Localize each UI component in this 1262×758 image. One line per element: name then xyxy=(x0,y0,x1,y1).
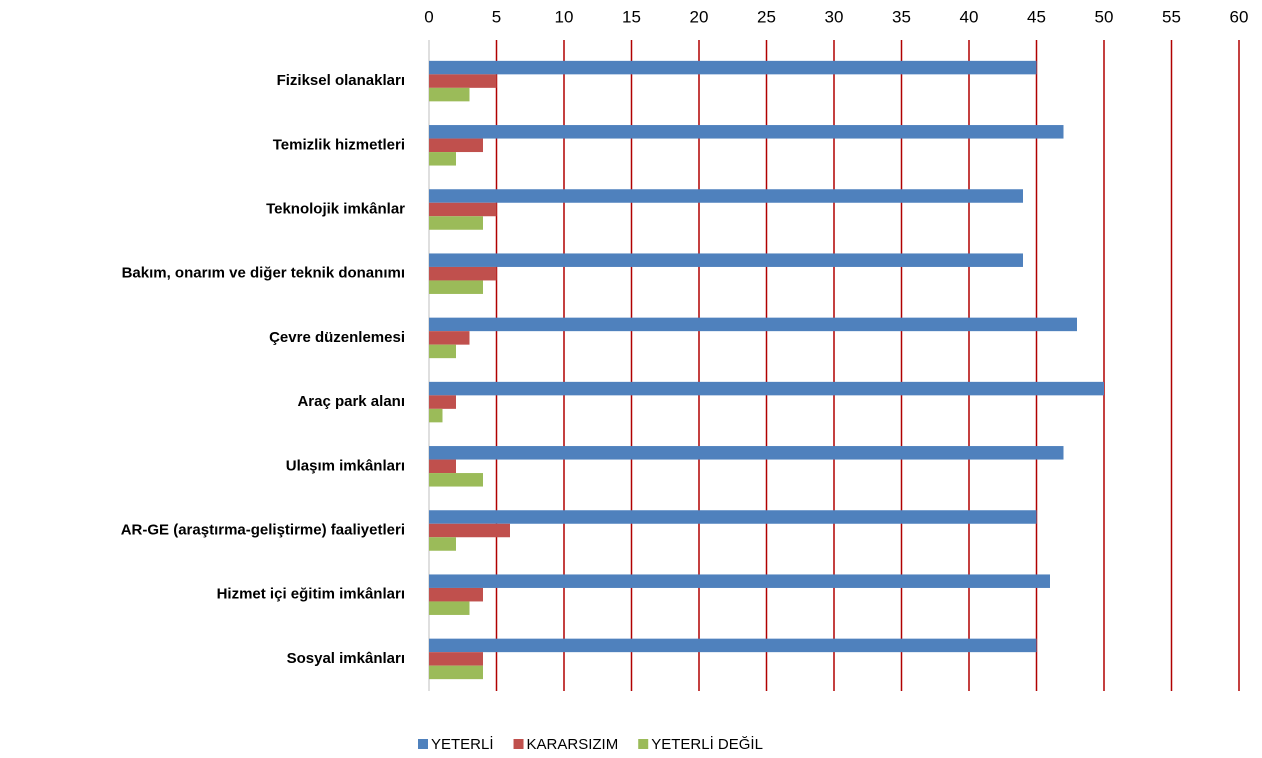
bar xyxy=(429,189,1023,203)
category-label: Çevre düzenlemesi xyxy=(269,329,405,346)
x-tick-label: 0 xyxy=(424,7,433,26)
bar xyxy=(429,87,470,102)
legend-swatch xyxy=(513,739,524,749)
bar xyxy=(429,202,497,217)
legend-swatch xyxy=(418,739,428,749)
bar xyxy=(429,381,1104,396)
bar xyxy=(429,344,456,359)
legend-label: KARARSIZIM xyxy=(527,736,619,753)
category-label: Bakım, onarım ve diğer teknik donanımı xyxy=(122,265,405,282)
bar xyxy=(429,395,456,409)
bar xyxy=(429,152,456,166)
x-tick-label: 55 xyxy=(1162,7,1181,26)
x-tick-label: 30 xyxy=(825,7,844,26)
x-tick-label: 25 xyxy=(757,7,776,26)
category-label: Hizmet içi eğitim imkânları xyxy=(217,586,405,603)
bar xyxy=(429,601,470,615)
bar xyxy=(429,74,497,88)
bar xyxy=(429,125,1064,139)
category-label: Araç park alanı xyxy=(297,393,405,410)
bar xyxy=(429,216,483,230)
x-tick-label: 35 xyxy=(892,7,911,26)
x-tick-label: 50 xyxy=(1095,7,1114,26)
x-tick-label: 5 xyxy=(492,7,501,26)
bar xyxy=(429,665,483,680)
x-tick-label: 60 xyxy=(1230,7,1249,26)
bar xyxy=(429,280,483,294)
bar xyxy=(429,638,1037,653)
bar xyxy=(429,266,497,281)
category-label: Temizlik hizmetleri xyxy=(273,136,405,153)
category-label: Ulaşım imkânları xyxy=(286,457,405,474)
bar xyxy=(429,60,1037,75)
legend-label: YETERLİ DEĞİL xyxy=(651,735,763,753)
bar xyxy=(429,459,456,474)
legend-swatch xyxy=(638,739,649,749)
bar xyxy=(429,537,456,551)
x-tick-label: 20 xyxy=(690,7,709,26)
category-label: Teknolojik imkânlar xyxy=(266,200,405,217)
x-tick-label: 40 xyxy=(960,7,979,26)
bar xyxy=(429,317,1077,332)
bar xyxy=(429,587,483,602)
bar xyxy=(429,523,510,538)
bar xyxy=(429,510,1037,524)
category-label: Fiziksel olanakları xyxy=(277,72,405,89)
bar xyxy=(429,652,483,666)
category-label: Sosyal imkânları xyxy=(287,650,405,667)
bar xyxy=(429,331,470,345)
x-tick-label: 10 xyxy=(555,7,574,26)
category-label: AR-GE (araştırma-geliştirme) faaliyetler… xyxy=(121,521,405,538)
bar xyxy=(429,473,483,487)
legend-label: YETERLİ xyxy=(431,735,494,753)
bar xyxy=(429,253,1023,267)
bar xyxy=(429,408,443,423)
x-tick-label: 15 xyxy=(622,7,641,26)
bar xyxy=(429,574,1050,588)
x-tick-label: 45 xyxy=(1027,7,1046,26)
bar xyxy=(429,446,1064,460)
bar xyxy=(429,138,483,153)
